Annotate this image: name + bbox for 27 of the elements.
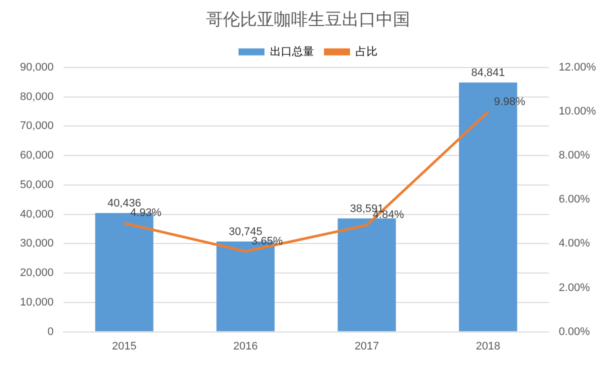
y-tick-label: 40,000 <box>20 208 54 220</box>
y-tick-label: 70,000 <box>20 120 54 132</box>
x-tick-label: 2017 <box>354 340 380 352</box>
legend-label: 出口总量 <box>270 44 314 58</box>
x-tick-label: 2018 <box>476 340 500 352</box>
legend-label: 占比 <box>356 44 378 58</box>
y-tick-label: 60,000 <box>20 150 54 162</box>
bar <box>338 218 396 332</box>
x-tick-label: 2015 <box>112 340 137 352</box>
y2-tick-label: 8.00% <box>558 150 590 162</box>
y-tick-label: 30,000 <box>20 238 54 250</box>
y2-tick-label: 6.00% <box>558 194 590 206</box>
y2-tick-label: 4.00% <box>558 238 590 250</box>
y-tick-label: 80,000 <box>20 90 54 103</box>
chart-title: 哥伦比亚咖啡生豆出口中国 <box>206 10 410 29</box>
y2-tick-label: 12.00% <box>558 61 596 74</box>
x-tick-label: 2016 <box>233 340 258 352</box>
y2-tick-label: 10.00% <box>558 106 596 118</box>
data-label: 84,841 <box>471 67 505 80</box>
y-tick-label: 10,000 <box>20 296 54 308</box>
y2-tick-label: 2.00% <box>558 282 590 294</box>
y-tick-label: 0 <box>48 326 54 338</box>
y2-tick-label: 0.00% <box>558 326 590 338</box>
y-tick-label: 20,000 <box>20 267 54 280</box>
y-tick-label: 90,000 <box>20 61 54 74</box>
y-tick-label: 50,000 <box>20 178 54 191</box>
data-label: 30,745 <box>228 226 262 238</box>
